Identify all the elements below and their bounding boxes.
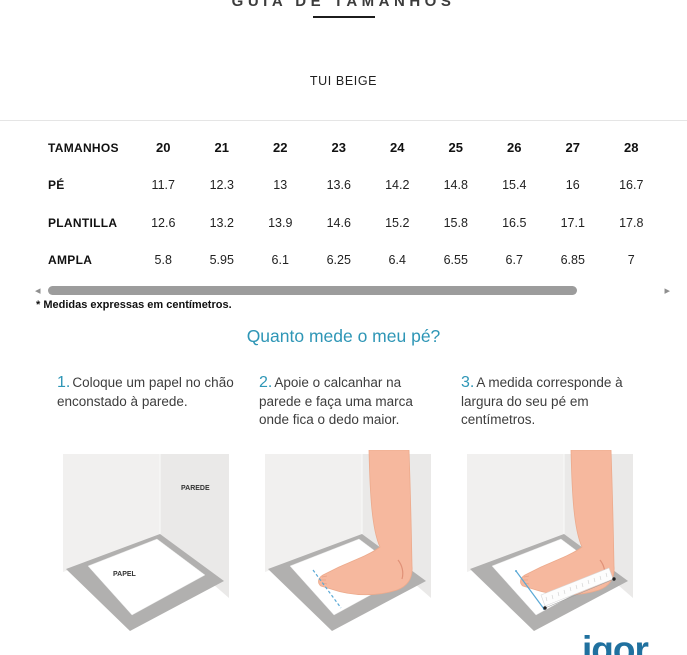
step-2-number: 2. — [259, 374, 273, 391]
size-value: 24 — [390, 140, 405, 156]
measure-value: 5.95 — [209, 253, 234, 268]
brand-logo: igor — [582, 629, 649, 655]
row-header-tamanhos: TAMANHOS — [48, 140, 119, 155]
row-header-ampla: AMPLA — [48, 253, 93, 268]
measure-value: 6.85 — [560, 253, 585, 268]
toe-measure-line — [515, 570, 545, 610]
scroll-right-arrow-icon[interactable]: ▸ — [664, 285, 670, 297]
wall-label: PAREDE — [181, 485, 210, 492]
size-value: 20 — [156, 140, 171, 156]
size-value: 26 — [507, 140, 522, 156]
leg-foot-graphic — [520, 450, 615, 596]
table-row-ampla: AMPLA 5.8 5.95 6.1 6.25 6.4 6.55 6.7 6.8… — [0, 242, 687, 280]
row-header-pe: PÉ — [48, 178, 65, 193]
measure-value: 14.2 — [385, 178, 410, 193]
measure-illustrations: PAREDE PAPEL — [57, 450, 639, 642]
measure-value: 13.6 — [326, 178, 351, 193]
measure-value: 17.1 — [560, 215, 585, 230]
toe-mark-line — [312, 569, 342, 609]
measure-value: 6.1 — [271, 253, 289, 268]
size-value: 25 — [448, 140, 463, 156]
table-row-sizes: TAMANHOS 20 21 22 23 24 25 26 27 28 — [0, 129, 687, 167]
scrollbar-thumb[interactable] — [48, 286, 577, 295]
size-table: TAMANHOS 20 21 22 23 24 25 26 27 28 PÉ 1… — [0, 120, 687, 279]
illustration-paper-against-wall: PAREDE PAPEL — [63, 454, 229, 631]
horizontal-scrollbar[interactable]: ◂ ▸ — [0, 284, 687, 298]
row-header-plantilla: PLANTILLA — [48, 215, 118, 230]
measure-value: 13.9 — [268, 215, 293, 230]
ruler-graphic — [540, 567, 616, 610]
measure-value: 16 — [565, 178, 580, 193]
table-row-plantilla: PLANTILLA 12.6 13.2 13.9 14.6 15.2 15.8 … — [0, 204, 687, 242]
measure-value: 6.7 — [505, 253, 523, 268]
step-2-description: Apoie o calcanhar na parede e faça uma m… — [259, 375, 413, 428]
leg-foot-graphic — [318, 450, 413, 596]
measure-value: 13 — [273, 178, 288, 193]
step-3-number: 3. — [461, 374, 475, 391]
product-name: TUI BEIGE — [309, 74, 378, 88]
paper-label: PAPEL — [113, 571, 137, 578]
step-1-number: 1. — [57, 374, 71, 391]
measure-value: 6.55 — [443, 253, 468, 268]
illustration-foot-on-paper — [265, 450, 431, 631]
measure-steps: 1. Coloque um papel no chão enconstado à … — [57, 372, 639, 429]
measure-value: 14.8 — [443, 178, 468, 193]
table-row-pe: PÉ 11.7 12.3 13 13.6 14.2 14.8 15.4 16 1… — [0, 167, 687, 205]
measure-value: 13.2 — [209, 215, 234, 230]
step-3-description: A medida corresponde à largura do seu pé… — [461, 375, 623, 428]
step-1-description: Coloque um papel no chão enconstado à pa… — [57, 375, 234, 410]
measure-value: 7 — [627, 253, 635, 268]
illustration-foot-with-ruler — [467, 450, 633, 631]
step-1-text: 1. Coloque um papel no chão enconstado à … — [57, 372, 235, 429]
scroll-left-arrow-icon[interactable]: ◂ — [35, 285, 41, 297]
measure-value: 6.4 — [388, 253, 406, 268]
measure-value: 15.4 — [502, 178, 527, 193]
measure-value: 11.7 — [151, 178, 175, 193]
page-title: GUIA DE TAMANHOS — [231, 0, 456, 10]
measure-value: 14.6 — [326, 215, 351, 230]
size-value: 23 — [331, 140, 346, 156]
size-value: 21 — [214, 140, 229, 156]
measure-value: 15.8 — [443, 215, 468, 230]
measure-guide-heading: Quanto mede o meu pé? — [246, 326, 441, 346]
measure-value: 12.6 — [151, 215, 176, 230]
size-value: 28 — [624, 140, 639, 156]
measure-value: 12.3 — [209, 178, 234, 193]
size-value: 27 — [565, 140, 580, 156]
measure-value: 15.2 — [385, 215, 410, 230]
size-value: 22 — [273, 140, 288, 156]
measure-value: 17.8 — [619, 215, 644, 230]
measure-value: 5.8 — [154, 253, 172, 268]
measure-value: 16.5 — [502, 215, 527, 230]
step-2-text: 2. Apoie o calcanhar na parede e faça uma… — [259, 372, 437, 429]
step-3-text: 3. A medida corresponde à largura do seu … — [461, 372, 639, 429]
units-footnote: * Medidas expressas em centímetros. — [36, 299, 232, 311]
measure-value: 16.7 — [619, 178, 644, 193]
title-underline — [312, 16, 375, 18]
measure-value: 6.25 — [326, 253, 351, 268]
